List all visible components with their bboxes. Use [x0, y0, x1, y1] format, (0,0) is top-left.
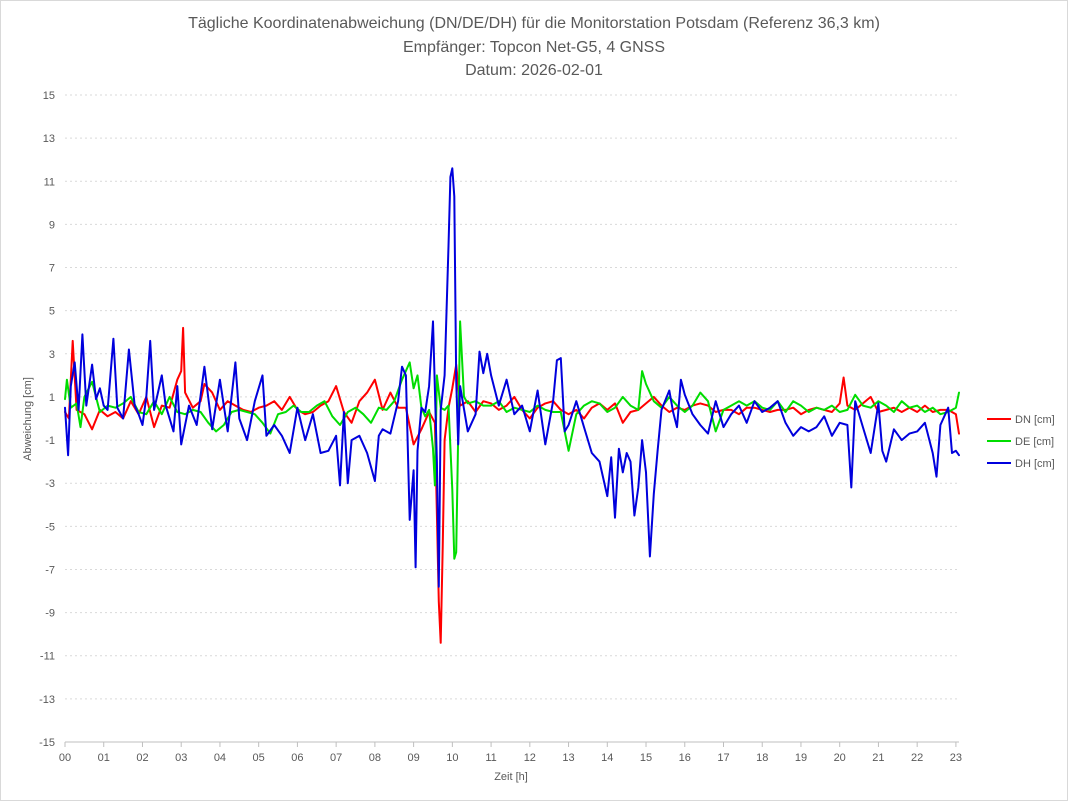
x-tick-label: 19 [795, 752, 807, 764]
x-tick-label: 14 [601, 752, 613, 764]
y-tick-label: -13 [39, 694, 55, 706]
y-tick-label: -1 [45, 435, 55, 447]
y-tick-label: 9 [49, 219, 55, 231]
y-axis-label: Abweichung [cm] [22, 377, 34, 461]
chart-title: Tägliche Koordinatenabweichung (DN/DE/DH… [188, 15, 880, 32]
x-tick-label: 04 [214, 752, 226, 764]
x-tick-label: 12 [524, 752, 536, 764]
x-tick-label: 05 [253, 752, 265, 764]
x-tick-label: 23 [950, 752, 962, 764]
x-tick-label: 22 [911, 752, 923, 764]
x-tick-label: 07 [330, 752, 342, 764]
x-tick-label: 03 [175, 752, 187, 764]
x-tick-label: 10 [446, 752, 458, 764]
y-tick-label: 11 [44, 176, 55, 188]
x-tick-label: 13 [562, 752, 574, 764]
x-axis-label: Zeit [h] [494, 771, 528, 783]
series-line-dn [64, 326, 960, 644]
y-tick-label: -3 [45, 478, 55, 490]
y-tick-label: 15 [43, 90, 55, 102]
y-tick-label: 13 [43, 133, 55, 145]
legend-label-dh: DH [cm] [1015, 458, 1055, 470]
x-tick-label: 09 [407, 752, 419, 764]
chart-subtitle: Empfänger: Topcon Net-G5, 4 GNSS [403, 39, 665, 56]
x-tick-label: 08 [369, 752, 381, 764]
legend-label-dn: DN [cm] [1015, 414, 1055, 426]
y-tick-label: -11 [40, 651, 55, 663]
y-tick-label: 5 [49, 306, 55, 318]
legend-label-de: DE [cm] [1015, 436, 1054, 448]
legend-layer: DN [cm] DE [cm] DH [cm] [987, 414, 1055, 470]
y-tick-label: -9 [45, 608, 55, 620]
x-tick-label: 11 [485, 752, 496, 764]
x-tick-label: 17 [717, 752, 729, 764]
chart-date: Datum: 2026-02-01 [465, 62, 603, 79]
y-tick-label: 3 [49, 349, 55, 361]
x-tick-label: 02 [136, 752, 148, 764]
y-tick-label: 7 [49, 263, 55, 275]
series-layer [64, 167, 960, 644]
y-tick-label: -15 [39, 737, 55, 749]
x-tick-label: 20 [834, 752, 846, 764]
x-tick-label: 01 [98, 752, 110, 764]
y-tick-label: -5 [45, 521, 55, 533]
y-tick-label: 1 [49, 392, 55, 404]
x-tick-label: 00 [59, 752, 71, 764]
axis-layer: 15 13 11 9 7 5 3 1 -1 -3 -5 -7 -9 -11 -13 -15 00 01 02 03 04… [39, 90, 962, 764]
x-tick-label: 16 [679, 752, 691, 764]
y-tick-label: -7 [45, 564, 55, 576]
series-line-dh [64, 167, 960, 588]
x-tick-label: 06 [291, 752, 303, 764]
x-tick-label: 18 [756, 752, 768, 764]
x-tick-label: 15 [640, 752, 652, 764]
x-tick-label: 21 [872, 752, 884, 764]
